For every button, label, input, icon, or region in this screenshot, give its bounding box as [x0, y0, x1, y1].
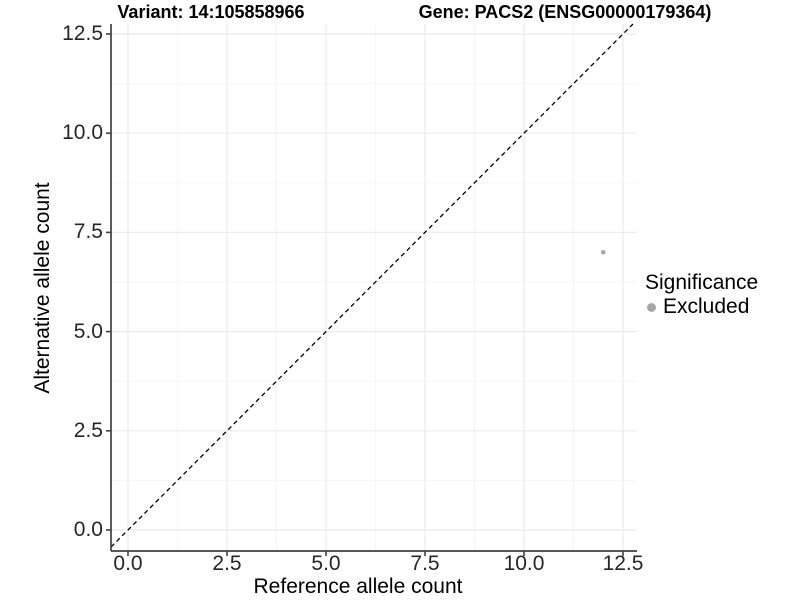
x-tick-label: 7.5: [410, 552, 440, 575]
identity-dashed-line: [110, 23, 634, 548]
x-axis-title: Reference allele count: [253, 575, 463, 598]
y-tick-label: 0.0: [73, 518, 103, 541]
legend-title: Significance: [645, 271, 759, 294]
legend-point-swatch: [647, 302, 656, 312]
x-tick-label: 5.0: [311, 552, 341, 575]
x-tick-label: 0.0: [113, 552, 143, 575]
x-tick-label: 10.0: [503, 552, 545, 575]
y-tick-label: 12.5: [62, 22, 103, 45]
legend: Significance Excluded: [645, 271, 758, 319]
x-tick-label: 12.5: [602, 552, 644, 575]
plot-title-variant: Variant: 14:105858966: [117, 2, 305, 22]
legend-entry-label: Excluded: [663, 295, 750, 318]
y-axis-title: Alternative allele count: [31, 182, 54, 394]
plot-title-gene: Gene: PACS2 (ENSG00000179364): [418, 2, 712, 22]
y-tick-label: 5.0: [73, 320, 103, 343]
y-tick-label: 10.0: [62, 121, 103, 144]
y-tick-label: 2.5: [73, 419, 103, 442]
data-point: [600, 249, 606, 255]
x-tick-label: 2.5: [212, 552, 242, 575]
legend-entry-excluded: Excluded: [645, 295, 758, 319]
y-tick-label: 7.5: [73, 220, 103, 243]
